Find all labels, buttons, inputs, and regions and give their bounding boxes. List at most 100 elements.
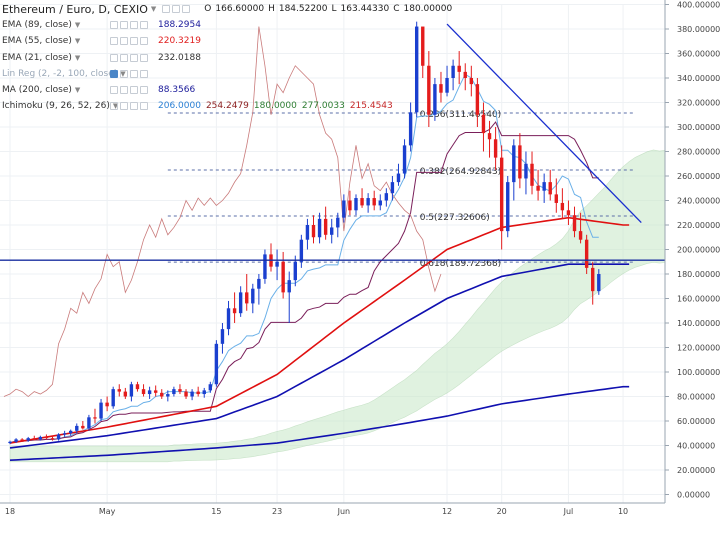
fib-label: 0.5(227.32606) [420, 213, 490, 223]
candle-body [421, 26, 425, 66]
indicator-row[interactable]: EMA (89, close) ▼ 188.2954 [2, 17, 452, 33]
y-tick-label: 40.00000 [677, 442, 715, 451]
close-icon[interactable] [130, 102, 138, 111]
indicator-name: MA (200, close) ▼ [2, 85, 81, 96]
close-icon[interactable] [130, 69, 138, 78]
ohlc-high: 184.52200 [278, 4, 328, 15]
candle-body [530, 163, 534, 186]
y-tick-label: 180.00000 [677, 270, 720, 279]
candle-body [445, 78, 449, 93]
ohlc-open-label: O [204, 4, 212, 15]
more-icon[interactable] [182, 5, 191, 14]
chevron-down-icon[interactable]: ▼ [112, 102, 119, 111]
candle-body [384, 193, 389, 201]
settings-icon[interactable] [162, 5, 171, 14]
chevron-down-icon[interactable]: ▼ [120, 69, 126, 78]
candle-body [238, 292, 243, 314]
x-tick-label: 18 [5, 507, 15, 516]
indicator-buttons [110, 21, 150, 30]
candle-body [560, 202, 565, 211]
kijun-line [9, 121, 599, 443]
candle-body [566, 210, 571, 216]
settings-icon[interactable] [110, 53, 118, 62]
chevron-down-icon[interactable]: ▼ [74, 21, 81, 30]
indicator-row[interactable]: MA (200, close) ▼ 88.3566 [2, 82, 452, 98]
candle-body [263, 254, 267, 279]
indicator-buttons [110, 37, 150, 46]
close-icon[interactable] [130, 86, 138, 95]
candle-body [414, 26, 419, 113]
candle-body [26, 438, 30, 441]
chevron-down-icon[interactable]: ▼ [74, 86, 81, 95]
eye-icon[interactable] [120, 69, 128, 78]
x-tick-label: Jun [337, 507, 351, 516]
more-icon[interactable] [140, 86, 148, 95]
candle-body [287, 280, 291, 293]
y-tick-label: 200.00000 [677, 246, 720, 255]
time-axis: 18 May 15 23 Jun 12 20 Jul 10 [0, 502, 665, 516]
indicator-value: 88.3566 [158, 85, 196, 96]
eye-icon[interactable] [120, 86, 128, 95]
candle-body [427, 65, 431, 115]
y-tick-label: 340.00000 [677, 74, 720, 83]
settings-icon[interactable] [110, 69, 118, 78]
close-icon[interactable] [130, 21, 138, 30]
close-icon[interactable] [130, 37, 138, 46]
indicator-value: 188.2954 [158, 20, 201, 31]
candle-body [220, 329, 225, 344]
indicator-row[interactable]: Lin Reg (2, -2, 100, close) ▼ [2, 66, 452, 82]
indicator-row[interactable]: Ichimoku (9, 26, 52, 26) ▼ 206.0000 254.247… [2, 98, 452, 114]
candle-body [178, 389, 182, 392]
settings-icon[interactable] [110, 21, 118, 30]
x-tick-label: 23 [272, 507, 282, 516]
x-tick-label: May [99, 507, 116, 516]
candle-body [542, 182, 546, 191]
candle-body [8, 441, 12, 444]
candle-body [129, 384, 134, 397]
chevron-down-icon[interactable]: ▼ [150, 5, 157, 14]
indicator-row[interactable]: EMA (55, close) ▼ 220.3219 [2, 33, 452, 49]
candle-body [281, 261, 285, 293]
candle-body [257, 278, 261, 289]
candle-body [336, 217, 340, 228]
eye-icon[interactable] [172, 5, 181, 14]
more-icon[interactable] [140, 102, 148, 111]
candle-body [408, 112, 413, 146]
indicator-buttons [110, 53, 150, 62]
settings-icon[interactable] [110, 102, 118, 111]
more-icon[interactable] [140, 37, 148, 46]
candle-body [439, 84, 443, 93]
candle-body [75, 425, 79, 431]
candle-body [390, 182, 395, 194]
indicator-value: 232.0188 [158, 52, 201, 63]
eye-icon[interactable] [120, 102, 128, 111]
settings-icon[interactable] [110, 37, 118, 46]
candle-body [147, 390, 152, 395]
more-icon[interactable] [140, 69, 148, 78]
candle-body [366, 198, 370, 206]
settings-icon[interactable] [110, 86, 118, 95]
candle-body [348, 200, 352, 211]
y-tick-label: 280.00000 [677, 148, 720, 157]
kumo-cloud [9, 147, 725, 463]
more-icon[interactable] [140, 21, 148, 30]
candle-body [323, 218, 328, 235]
ohlc-open: 166.60000 [215, 4, 265, 15]
candle-body [251, 288, 255, 304]
candle-body [354, 198, 358, 211]
close-icon[interactable] [130, 53, 138, 62]
more-icon[interactable] [140, 53, 148, 62]
candle-body [330, 227, 334, 235]
eye-icon[interactable] [120, 37, 128, 46]
chevron-down-icon[interactable]: ▼ [74, 53, 81, 62]
chevron-down-icon[interactable]: ▼ [74, 37, 81, 46]
ohlc-low: 163.44330 [340, 4, 390, 15]
y-tick-label: 120.00000 [677, 344, 720, 353]
fib-label: 0.618(189.72368) [420, 259, 501, 269]
y-tick-label: 360.00000 [677, 50, 720, 59]
indicator-row[interactable]: EMA (21, close) ▼ 232.0188 [2, 50, 452, 66]
candle-body [275, 261, 279, 267]
eye-icon[interactable] [120, 53, 128, 62]
eye-icon[interactable] [120, 21, 128, 30]
